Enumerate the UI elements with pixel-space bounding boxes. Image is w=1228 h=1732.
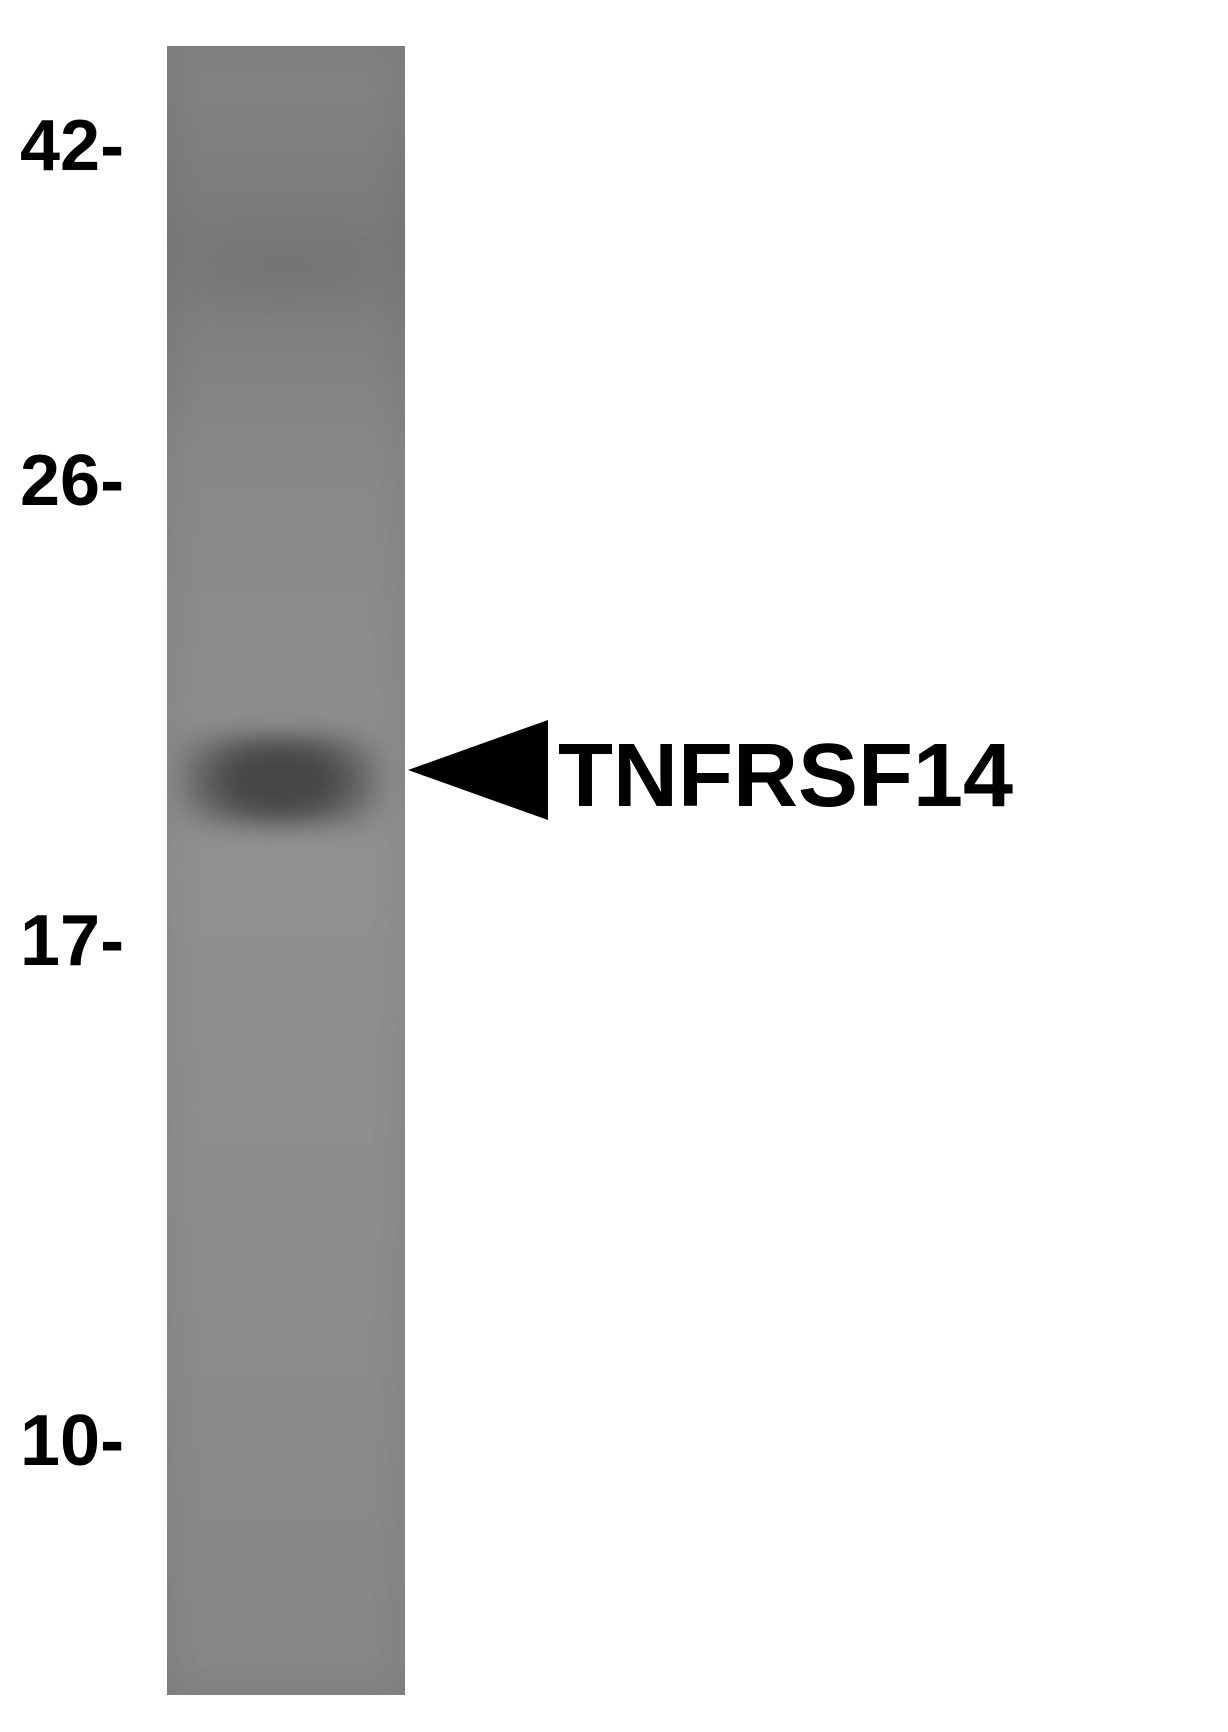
blot-container: 42- 26- 17- 10- TNFRSF14: [0, 0, 1228, 1732]
mw-marker-17: 17-: [20, 900, 124, 982]
mw-marker-26: 26-: [20, 440, 124, 522]
band-label-tnfrsf14: TNFRSF14: [558, 725, 1013, 828]
main-band: [179, 735, 381, 825]
faint-band-1: [179, 240, 393, 300]
blot-lane: [167, 46, 405, 1695]
band-pointer-arrow-icon: [408, 720, 548, 820]
mw-marker-10: 10-: [20, 1400, 124, 1482]
mw-marker-42: 42-: [20, 105, 124, 187]
